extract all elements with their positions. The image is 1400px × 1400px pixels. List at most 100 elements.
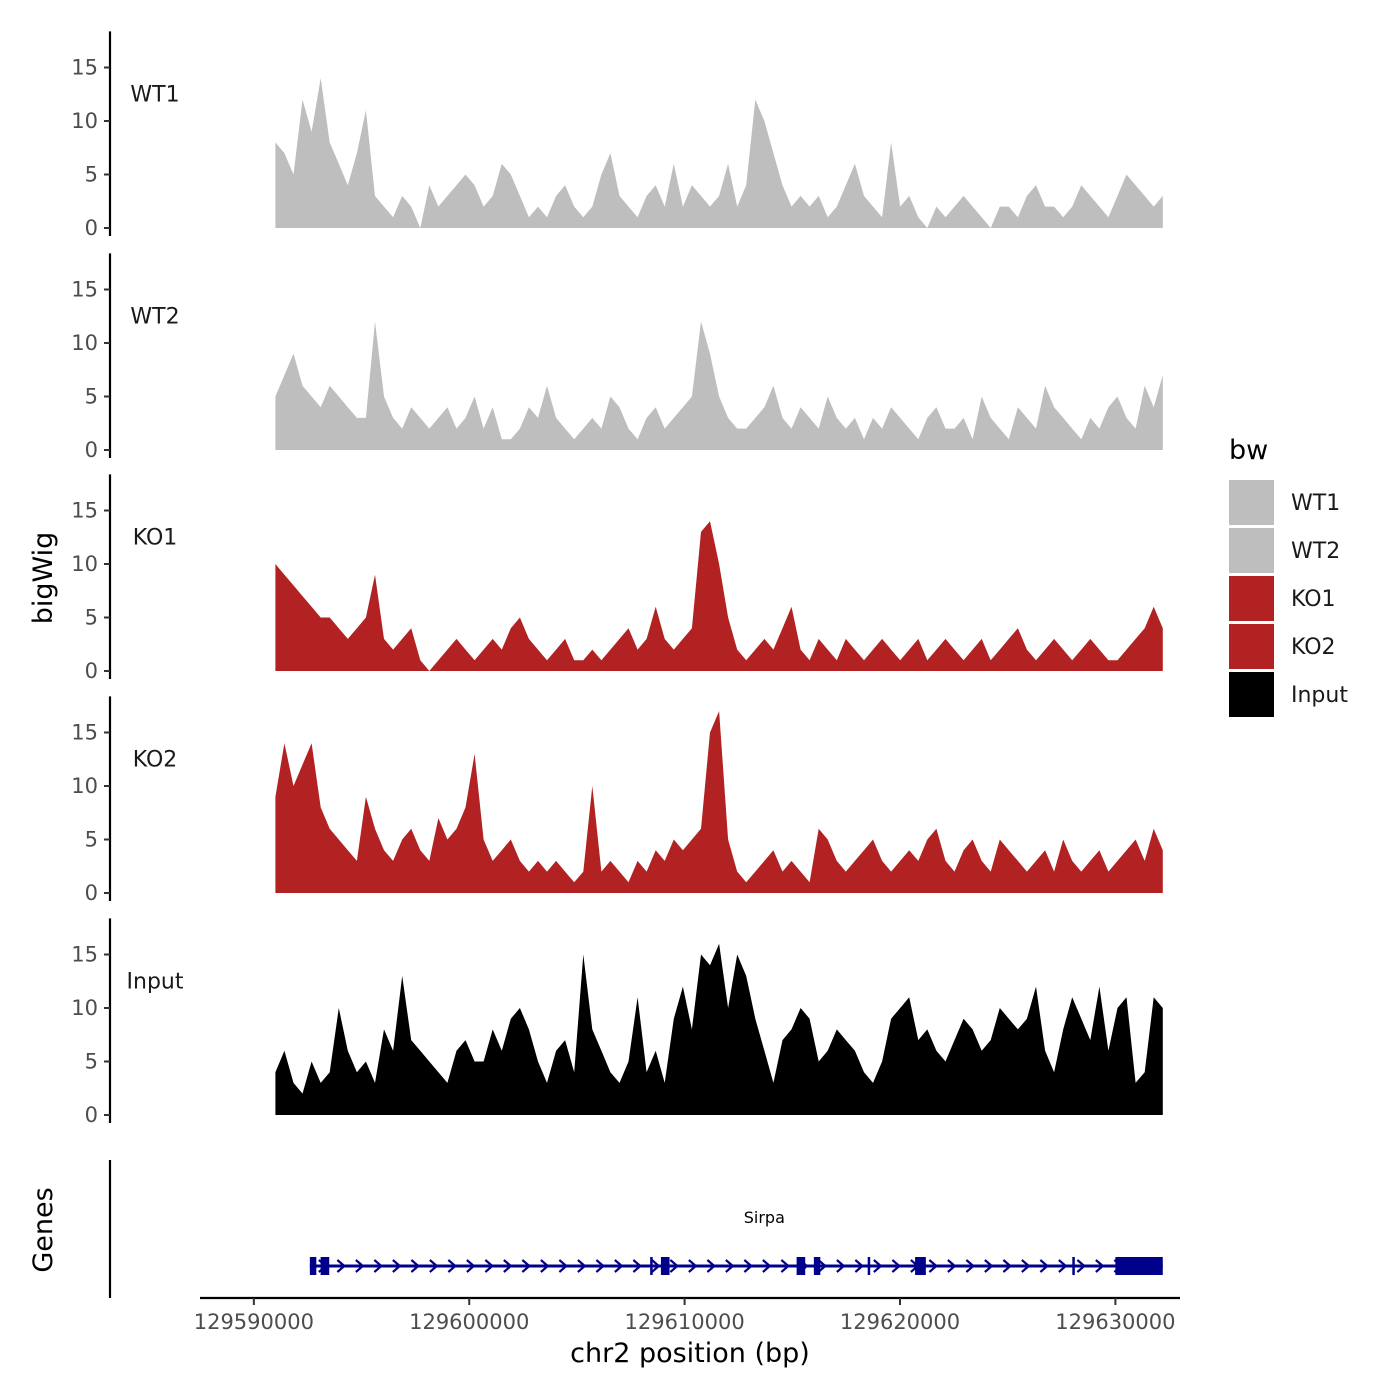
strand-arrow <box>743 1259 754 1273</box>
track-label: WT2 <box>130 304 179 329</box>
y-tick-label: 15 <box>71 278 98 302</box>
legend: bw WT1 WT2 KO1 KO2 Input <box>1229 435 1348 717</box>
track-ko2: 0 5 10 15 KO2 <box>71 696 1163 905</box>
y-tick-label: 5 <box>85 1050 98 1074</box>
track-label: Input <box>127 969 184 994</box>
genes-panel: Sirpa <box>108 1160 1163 1298</box>
coverage-tracks: 0 5 10 15 WT1 0 5 10 15 WT2 0 5 10 15 KO1 0 5 10 15 KO2 0 5 10… <box>71 31 1163 1127</box>
strand-arrow <box>577 1259 587 1273</box>
legend-label-wt1: WT1 <box>1291 491 1340 516</box>
strand-arrow <box>336 1259 347 1273</box>
legend-key-ko2 <box>1229 624 1274 669</box>
gene-exon <box>1072 1257 1075 1275</box>
legend-key-input <box>1229 672 1274 717</box>
strand-arrow <box>1021 1259 1031 1273</box>
strand-arrow <box>540 1259 550 1273</box>
strand-arrow <box>503 1259 513 1273</box>
strand-arrow <box>484 1259 495 1273</box>
coverage-area-wt1 <box>275 78 1163 228</box>
gene-exon <box>320 1257 330 1275</box>
strand-arrow <box>558 1259 569 1273</box>
x-tick-label: 129590000 <box>194 1310 314 1334</box>
gene-exon <box>1115 1257 1163 1275</box>
y-tick-label: 10 <box>71 331 98 355</box>
legend-key-ko1 <box>1229 576 1274 621</box>
y-tick-label: 0 <box>85 1103 98 1127</box>
strand-arrow <box>725 1259 735 1273</box>
track-ko1: 0 5 10 15 KO1 <box>71 474 1163 683</box>
coverage-area-input <box>275 943 1163 1115</box>
y-tick-label: 5 <box>85 606 98 630</box>
legend-key-wt1 <box>1229 480 1274 525</box>
legend-title: bw <box>1229 435 1268 466</box>
strand-arrow <box>410 1259 421 1273</box>
track-wt1: 0 5 10 15 WT1 <box>71 31 1163 240</box>
gene-exon <box>650 1257 653 1275</box>
gene-name-label: Sirpa <box>744 1208 785 1227</box>
strand-arrow <box>392 1259 402 1273</box>
strand-arrow <box>447 1259 458 1273</box>
strand-arrow <box>1039 1259 1050 1273</box>
strand-arrow <box>817 1259 828 1273</box>
y-tick-label: 10 <box>71 774 98 798</box>
strand-arrow <box>373 1259 384 1273</box>
y-tick-label: 5 <box>85 163 98 187</box>
y-tick-label: 15 <box>71 499 98 523</box>
strand-arrow <box>836 1259 846 1273</box>
track-label: KO2 <box>133 747 178 772</box>
gene-exon <box>309 1257 317 1275</box>
track-wt2: 0 5 10 15 WT2 <box>71 253 1163 462</box>
strand-arrow <box>1095 1259 1105 1273</box>
y-axis-title: bigWig <box>28 532 59 625</box>
y-tick-label: 15 <box>71 56 98 80</box>
strand-arrow <box>854 1259 865 1273</box>
strand-arrow <box>1002 1259 1013 1273</box>
gene-exon <box>915 1257 926 1275</box>
strand-arrow <box>965 1259 976 1273</box>
y-tick-label: 10 <box>71 996 98 1020</box>
y-tick-label: 10 <box>71 552 98 576</box>
strand-arrow <box>984 1259 994 1273</box>
track-input: 0 5 10 15 Input <box>71 918 1163 1127</box>
y-tick-label: 0 <box>85 216 98 240</box>
strand-arrow <box>762 1259 772 1273</box>
y-tick-label: 10 <box>71 109 98 133</box>
coverage-area-ko1 <box>275 521 1163 671</box>
strand-arrow <box>1076 1259 1087 1273</box>
strand-arrow <box>632 1259 643 1273</box>
strand-arrow <box>891 1259 902 1273</box>
y-tick-label: 0 <box>85 881 98 905</box>
strand-arrow <box>669 1259 680 1273</box>
gene-exon <box>796 1257 806 1275</box>
y-tick-label: 0 <box>85 659 98 683</box>
x-tick-label: 129620000 <box>840 1310 960 1334</box>
strand-arrow <box>947 1259 957 1273</box>
x-tick-label: 129610000 <box>624 1310 744 1334</box>
strand-arrow <box>873 1259 883 1273</box>
gene-exon <box>660 1257 670 1275</box>
strand-arrow <box>521 1259 532 1273</box>
strand-arrow <box>651 1259 661 1273</box>
strand-arrow <box>429 1259 439 1273</box>
y-tick-label: 15 <box>71 721 98 745</box>
x-axis: 129590000 129600000 129610000 129620000 1296… <box>194 1296 1180 1334</box>
legend-label-ko1: KO1 <box>1291 587 1336 612</box>
strand-arrow <box>780 1259 791 1273</box>
y-tick-label: 5 <box>85 385 98 409</box>
y-tick-label: 0 <box>85 438 98 462</box>
legend-label-ko2: KO2 <box>1291 635 1336 660</box>
coverage-area-ko2 <box>275 711 1163 893</box>
x-tick-label: 129600000 <box>409 1310 529 1334</box>
strand-arrow <box>688 1259 698 1273</box>
legend-label-wt2: WT2 <box>1291 539 1340 564</box>
y-tick-label: 15 <box>71 943 98 967</box>
strand-arrow <box>1058 1259 1068 1273</box>
genes-axis-title: Genes <box>28 1187 59 1272</box>
coverage-area-wt2 <box>275 321 1163 450</box>
x-axis-title: chr2 position (bp) <box>570 1338 810 1369</box>
track-label: WT1 <box>130 82 179 107</box>
legend-label-input: Input <box>1291 683 1348 708</box>
strand-arrow <box>466 1259 476 1273</box>
strand-arrow <box>706 1259 717 1273</box>
